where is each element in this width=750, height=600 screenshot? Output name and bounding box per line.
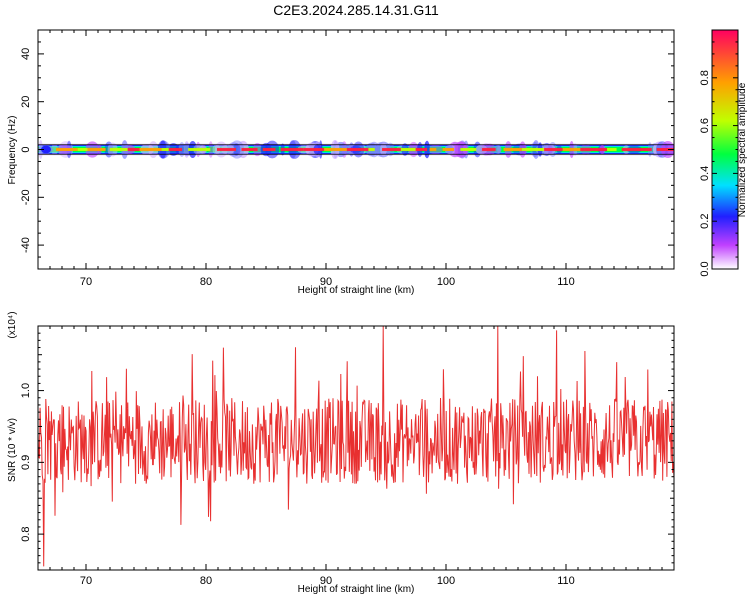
heatmap-core-segment — [415, 148, 428, 151]
snr-y-tick-label: 1.0 — [20, 383, 32, 398]
spectrogram-x-axis: 70 80 90 100 110 — [37, 30, 675, 288]
heatmap-core-segment — [580, 148, 585, 151]
heatmap-core-segment — [346, 148, 358, 151]
heatmap-core-segment — [633, 148, 652, 151]
colorbar-tick-label: 0.8 — [699, 70, 711, 85]
snr-x-tick-label: 80 — [200, 575, 212, 587]
heatmap-core-segment — [521, 148, 545, 151]
heatmap-core-segment — [382, 148, 401, 151]
snr-series-line — [38, 326, 674, 567]
colorbar: 0.0 0.2 0.4 0.6 0.8 Normalized spectral ampl… — [699, 29, 748, 277]
heatmap-core-segment — [429, 148, 437, 151]
colorbar-ticks: 0.0 0.2 0.4 0.6 0.8 — [699, 29, 738, 277]
colorbar-tick-label: 0.4 — [699, 166, 711, 181]
colorbar-tick-label: 0.6 — [699, 118, 711, 133]
snr-y-tick-label: 0.9 — [20, 455, 32, 470]
heatmap-core-segment — [598, 148, 608, 151]
snr-y-label: SNR (10 * v/v) — [7, 418, 18, 482]
colorbar-label: Normalized spectral amplitude — [737, 82, 748, 217]
heatmap-core-segment — [303, 148, 325, 151]
spectrogram-x-tick-label: 100 — [437, 276, 455, 288]
spectrogram-heatmap — [38, 140, 674, 159]
snr-y-scale-label: (x10⁴) — [7, 311, 18, 338]
chart-title: C2E3.2024.285.14.31.G11 — [273, 2, 439, 18]
heatmap-core-segment — [109, 148, 128, 151]
snr-x-tick-label: 110 — [557, 575, 575, 587]
heatmap-core-segment — [262, 148, 276, 151]
heatmap-blotch — [208, 141, 214, 158]
heatmap-core-segment — [460, 148, 477, 151]
snr-x-tick-label: 100 — [437, 575, 455, 587]
heatmap-blotch — [232, 143, 241, 156]
spectrogram-y-tick-label: 40 — [20, 48, 32, 60]
heatmap-core-segment — [280, 148, 304, 151]
heatmap-blotch — [51, 143, 58, 156]
heatmap-blotch — [475, 144, 488, 155]
spectrogram-y-tick-label: 0 — [20, 146, 32, 152]
heatmap-core-segment — [357, 148, 369, 151]
heatmap-core-segment — [139, 148, 162, 151]
heatmap-blotch — [183, 141, 190, 158]
heatmap-core-segment — [442, 148, 454, 151]
heatmap-start-blob — [41, 145, 51, 154]
heatmap-core-segment — [168, 148, 183, 151]
snr-y-axis: 1.0 0.9 0.8 — [20, 325, 674, 571]
spectrogram-y-label: Frequency (Hz) — [7, 116, 18, 185]
heatmap-core-segment — [56, 148, 78, 151]
spectrogram-x-tick-label: 110 — [557, 276, 575, 288]
heatmap-core-segment — [482, 148, 496, 151]
heatmap-core-segment — [503, 148, 522, 151]
heatmap-core-segment — [127, 148, 140, 151]
heatmap-core-segment — [217, 148, 236, 151]
spectrogram-y-axis: 40 20 0 -20 -40 — [20, 29, 674, 270]
heatmap-core-segment — [188, 148, 211, 151]
snr-x-axis: 70 80 90 100 110 — [37, 326, 675, 587]
snr-x-tick-label: 70 — [80, 575, 92, 587]
heatmap-core-segment — [544, 148, 563, 151]
heatmap-core-segment — [368, 148, 375, 151]
snr-x-tick-label: 90 — [320, 575, 332, 587]
spectrogram-x-tick-label: 90 — [320, 276, 332, 288]
heatmap-core-segment — [562, 148, 581, 151]
snr-panel: 70 80 90 100 110 1.0 0.9 0.8 Height of straigh… — [7, 311, 675, 595]
heatmap-core-segment — [161, 148, 169, 151]
snr-y-tick-label: 0.8 — [20, 526, 32, 541]
colorbar-tick-label: 0.0 — [699, 261, 711, 276]
spectrogram-y-tick-label: -40 — [20, 237, 32, 253]
heatmap-core-segment — [87, 148, 106, 151]
heatmap-core-segment — [77, 148, 88, 151]
spectrogram-x-tick-label: 70 — [80, 276, 92, 288]
spectrogram-x-label: Height of straight line (km) — [298, 285, 415, 296]
colorbar-tick-label: 0.2 — [699, 214, 711, 229]
spectrogram-x-tick-label: 80 — [200, 276, 212, 288]
heatmap-blotch — [494, 144, 502, 155]
heatmap-core-segment — [324, 148, 347, 151]
heatmap-core-segment — [241, 148, 258, 151]
spectrogram-panel: 70 80 90 100 110 40 20 0 -20 -40 Height of strai… — [7, 29, 675, 296]
heatmap-core-segment — [656, 148, 666, 151]
spectrogram-y-tick-label: -20 — [20, 189, 32, 205]
spectrogram-y-tick-label: 20 — [20, 96, 32, 108]
heatmap-core-segment — [400, 148, 416, 151]
heatmap-core-segment — [584, 148, 599, 151]
heatmap-core-segment — [607, 148, 617, 151]
colorbar-gradient — [711, 29, 739, 270]
snr-x-label: Height of straight line (km) — [298, 584, 415, 595]
heatmap-core-segment — [621, 148, 634, 151]
